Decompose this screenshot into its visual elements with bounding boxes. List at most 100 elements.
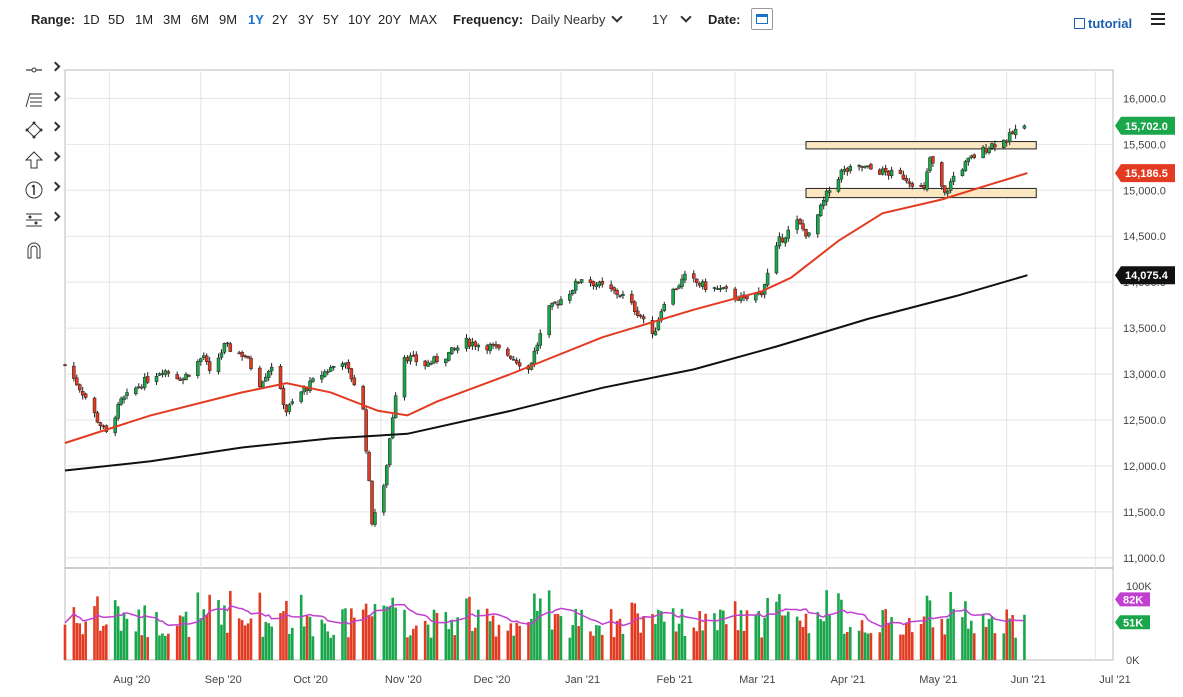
volume-bar bbox=[595, 625, 598, 660]
volume-bar bbox=[429, 637, 433, 660]
candle-body bbox=[494, 344, 498, 347]
film-icon bbox=[1074, 18, 1085, 29]
volume-bar bbox=[801, 627, 805, 660]
volume-bar bbox=[848, 626, 852, 660]
candle-body bbox=[618, 295, 622, 297]
volume-bar bbox=[651, 614, 654, 660]
range-button-5d[interactable]: 5D bbox=[108, 12, 125, 27]
y-tick-label: 11,000.0 bbox=[1123, 553, 1165, 565]
price-chart[interactable]: 11,000.0 11,500.0 12,000.0 12,500.0 13,000.0… bbox=[0, 40, 1183, 697]
volume-bar bbox=[660, 611, 663, 660]
range-button-1m[interactable]: 1M bbox=[135, 12, 154, 27]
range-button-9m[interactable]: 9M bbox=[219, 12, 238, 27]
volume-bar bbox=[910, 632, 914, 660]
candle-body bbox=[972, 154, 977, 158]
candle-body bbox=[633, 301, 637, 312]
candle-body bbox=[299, 391, 303, 402]
volume-bar bbox=[825, 590, 828, 660]
candle-body bbox=[824, 190, 829, 202]
x-tick-label: May '21 bbox=[919, 674, 957, 686]
volume-bar bbox=[766, 597, 769, 660]
volume-bar bbox=[778, 594, 781, 660]
range-button-max[interactable]: MAX bbox=[409, 12, 438, 27]
tool-trend-lines[interactable] bbox=[24, 90, 62, 112]
tool-shapes[interactable] bbox=[24, 120, 62, 142]
volume-bar bbox=[804, 613, 808, 660]
volume-bar bbox=[453, 635, 456, 660]
volume-bar bbox=[704, 613, 707, 660]
range-button-3y[interactable]: 3Y bbox=[298, 12, 314, 27]
range-button-5y[interactable]: 5Y bbox=[323, 12, 339, 27]
volume-bar bbox=[630, 602, 634, 660]
volume-bar bbox=[258, 592, 262, 660]
tool-magnet[interactable] bbox=[24, 240, 62, 262]
volume-bar bbox=[364, 603, 368, 660]
volume-bar bbox=[784, 615, 787, 660]
candle-body bbox=[697, 283, 702, 286]
tool-fibonacci[interactable] bbox=[24, 210, 62, 232]
candle-body bbox=[839, 169, 844, 180]
volume-bar bbox=[456, 617, 459, 660]
range-label: Range: bbox=[31, 12, 76, 27]
tool-arrow[interactable] bbox=[24, 150, 62, 172]
volume-bar bbox=[677, 623, 681, 660]
range-button-10y[interactable]: 10Y bbox=[348, 12, 372, 27]
volume-bar bbox=[972, 633, 976, 660]
candle-body bbox=[125, 392, 129, 397]
volume-bar bbox=[474, 627, 477, 660]
range-button-1d[interactable]: 1D bbox=[83, 12, 100, 27]
menu-icon[interactable] bbox=[1151, 13, 1165, 25]
candle-body bbox=[568, 293, 572, 301]
volume-bar bbox=[671, 608, 675, 660]
candle-body bbox=[323, 371, 327, 377]
volume-bar bbox=[367, 615, 371, 660]
candle-body bbox=[352, 377, 357, 386]
y-tick-label: 16,000.0 bbox=[1123, 93, 1166, 105]
volume-bar bbox=[84, 621, 87, 660]
volume-bar bbox=[899, 634, 902, 660]
volume-bar bbox=[509, 623, 513, 660]
candle-body bbox=[308, 380, 312, 391]
period-select[interactable]: 1Y bbox=[652, 11, 692, 27]
volume-bar bbox=[1005, 609, 1009, 660]
candle-body bbox=[72, 365, 76, 379]
tool-crosshair[interactable] bbox=[24, 60, 62, 82]
candle-body bbox=[553, 301, 557, 304]
frequency-select[interactable]: Daily Nearby bbox=[531, 11, 624, 27]
volume-bar bbox=[267, 623, 270, 660]
tool-number[interactable] bbox=[24, 180, 62, 202]
volume-bar bbox=[178, 615, 182, 660]
candle-body bbox=[898, 169, 903, 174]
candle-body bbox=[408, 355, 413, 362]
y-tick-label: 15,000.0 bbox=[1123, 185, 1166, 197]
range-button-6m[interactable]: 6M bbox=[191, 12, 210, 27]
candle-body bbox=[491, 343, 495, 346]
volume-bar bbox=[967, 628, 970, 660]
tutorial-link[interactable]: tutorial bbox=[1074, 16, 1132, 31]
candle-body bbox=[795, 219, 799, 230]
range-button-2y[interactable]: 2Y bbox=[272, 12, 288, 27]
volume-bar bbox=[105, 624, 108, 660]
volume-bar bbox=[612, 637, 616, 660]
volume-bar bbox=[674, 631, 678, 660]
range-button-3m[interactable]: 3M bbox=[163, 12, 182, 27]
volume-bar bbox=[633, 603, 637, 660]
candle-body bbox=[364, 409, 368, 452]
volume-bar bbox=[642, 616, 645, 660]
candle-body bbox=[497, 344, 501, 349]
x-tick-label: Aug '20 bbox=[113, 674, 150, 686]
moving-average-slow bbox=[64, 274, 1028, 472]
candle-body bbox=[597, 281, 602, 286]
candle-body bbox=[869, 164, 873, 170]
volume-bar bbox=[739, 610, 743, 660]
range-button-1y[interactable]: 1Y bbox=[248, 12, 264, 27]
candle-body bbox=[485, 345, 489, 351]
candle-body bbox=[423, 360, 427, 367]
range-button-20y[interactable]: 20Y bbox=[378, 12, 402, 27]
candle-body bbox=[278, 365, 283, 389]
candle-body bbox=[848, 166, 853, 172]
candle-body bbox=[700, 281, 705, 287]
volume-bar bbox=[860, 620, 864, 660]
calendar-icon[interactable] bbox=[751, 8, 773, 30]
candle-body bbox=[367, 452, 371, 481]
